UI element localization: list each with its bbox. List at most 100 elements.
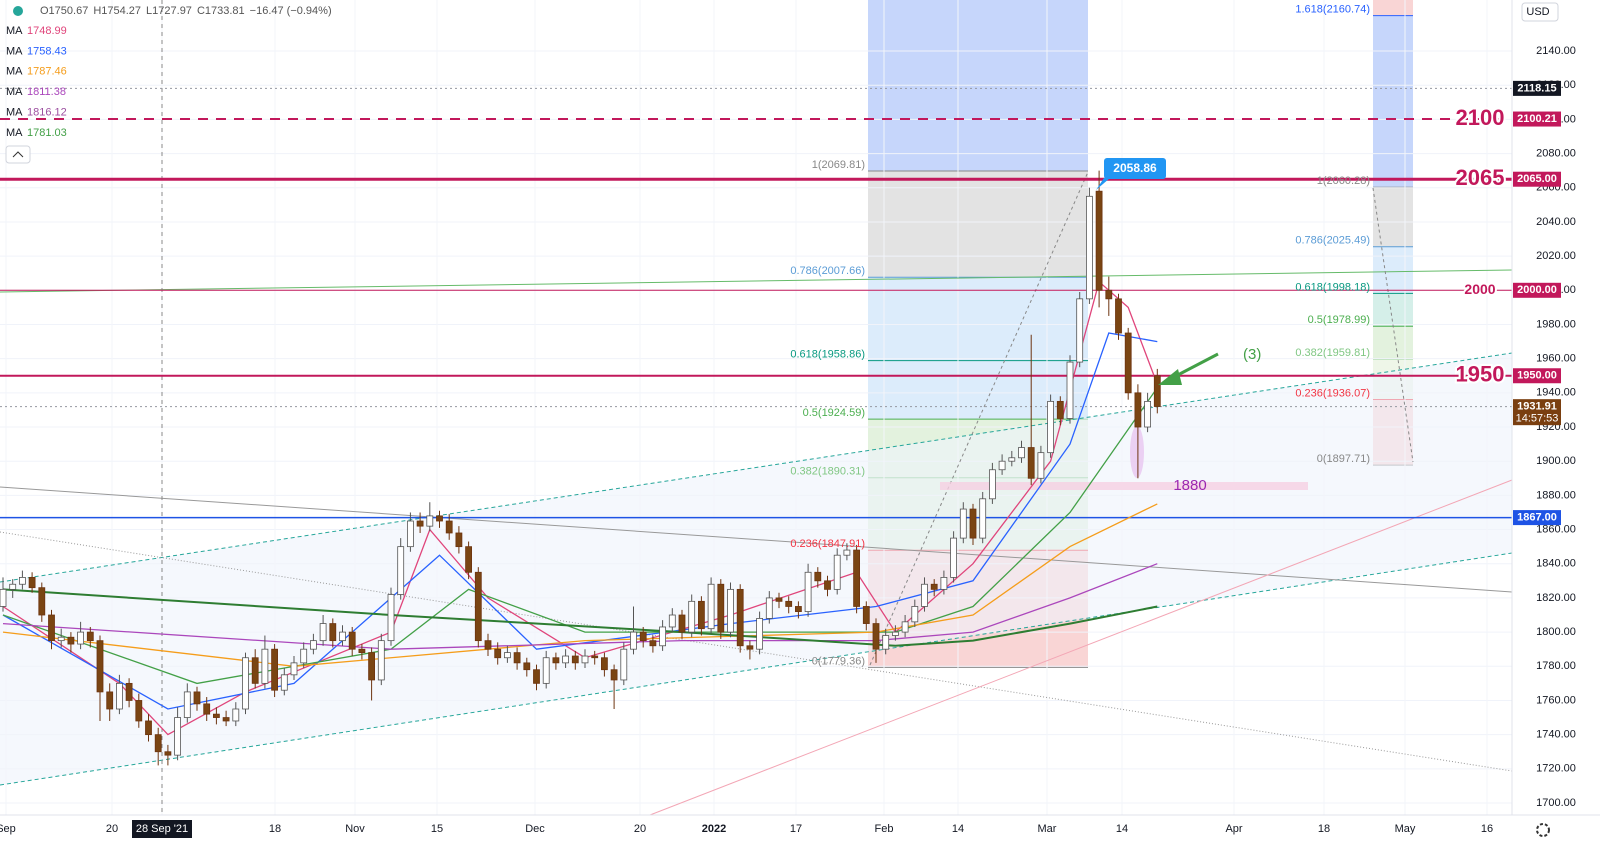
arrow	[1171, 352, 1219, 380]
time-label: May	[1395, 823, 1416, 835]
price-tick-label: 1860.00	[1536, 523, 1576, 535]
fib-labels: 1(2069.81) 0.786(2007.66) 0.618(1958.86) 0.…	[790, 4, 1370, 668]
collapse-icon	[12, 151, 24, 158]
callout-text: 2058.86	[1113, 161, 1157, 175]
fib-label: 1(2069.81)	[812, 159, 865, 171]
candle-body	[503, 652, 511, 659]
time-label: Dec	[525, 823, 545, 835]
ma-value: 1781.03	[27, 127, 67, 139]
ma-value: 1811.38	[27, 86, 66, 98]
candle-body	[86, 631, 94, 642]
candle-body	[998, 460, 1006, 471]
fib-label: 0.5(1924.59)	[803, 407, 865, 419]
fib-label: 0.618(1998.18)	[1295, 281, 1370, 293]
callout-pointer	[1096, 178, 1110, 190]
price-tag-bg	[1513, 510, 1561, 526]
fib-zone	[868, 360, 1088, 420]
candle-body	[930, 583, 938, 590]
candle-body	[309, 640, 317, 650]
candle-body	[1027, 447, 1035, 479]
candle-body	[1056, 400, 1064, 419]
candle-body	[38, 587, 46, 616]
big-labels: 2100 2065 2000 1950	[1454, 103, 1507, 389]
time-label: 28 Sep '21	[136, 823, 188, 835]
candle-body	[581, 655, 589, 664]
candles	[0, 170, 1161, 766]
price-tick-label: 1700.00	[1536, 797, 1576, 809]
ma-name: MA	[6, 107, 23, 119]
collapse-button[interactable]	[5, 145, 31, 164]
time-label: 16	[1481, 823, 1493, 835]
price-tick-label: 2020.00	[1536, 250, 1576, 262]
candle-body	[882, 635, 890, 650]
candle-body	[814, 571, 822, 582]
fib-label: 1.618(2160.74)	[1295, 4, 1370, 16]
candle-body	[1047, 400, 1054, 454]
price-tick-label: 1760.00	[1536, 694, 1576, 706]
fib-label: 0.5(1978.99)	[1308, 314, 1370, 326]
candle-body	[979, 498, 987, 539]
candle-body	[1144, 400, 1151, 428]
fib-zone	[868, 170, 1088, 278]
ohlc-value: −16.47 (−0.94%)	[250, 5, 332, 17]
fib-zone	[1373, 326, 1413, 359]
zone-band	[940, 482, 1308, 490]
price-tick-label: 1900.00	[1536, 455, 1576, 467]
candle-body	[727, 588, 734, 633]
trendline	[0, 486, 1513, 593]
ma-name: MA	[6, 86, 23, 98]
fib-zone	[868, 277, 1088, 361]
currency-button[interactable]	[1521, 2, 1559, 22]
ohlc-value: C1733.81	[197, 5, 245, 17]
price-tag: 2000.00	[1517, 284, 1557, 296]
fib-diagonal	[1372, 187, 1414, 463]
candle-body	[1037, 452, 1045, 479]
candle-body	[804, 571, 812, 612]
candle-body	[1095, 190, 1103, 291]
axis-labels: 1700.00 1720.00 1740.00 1760.00 1780.00 1800.…	[1513, 45, 1576, 809]
candle-body	[416, 520, 424, 527]
price-tick-label: 1800.00	[1536, 626, 1576, 638]
trendline	[0, 352, 1513, 583]
candle-body	[251, 657, 259, 684]
arrow-head	[1158, 369, 1182, 385]
candle-body	[164, 751, 172, 756]
candle-body	[319, 623, 327, 642]
fib-top-zone	[1373, 0, 1413, 16]
fib-label: 0.236(1936.07)	[1295, 387, 1370, 399]
candle-body	[135, 700, 143, 722]
candle-body	[717, 583, 725, 633]
legend: O1750.67 H1754.27 L1727.97 C1733.81 −16.47 (…	[6, 5, 332, 139]
candle-body	[106, 691, 114, 710]
price-tick-label: 1940.00	[1536, 387, 1576, 399]
candle-body	[833, 554, 841, 590]
candle-body	[18, 577, 26, 585]
settings-button[interactable]	[1536, 823, 1550, 837]
countdown: 14:57:53	[1516, 413, 1559, 425]
currency: USD	[1526, 6, 1549, 18]
candle-body	[174, 717, 182, 756]
candle-body	[465, 546, 473, 573]
levels	[0, 87, 1512, 519]
crosshair-date-box	[132, 820, 192, 838]
time-label: Sep	[0, 823, 16, 835]
candle-body	[57, 636, 65, 642]
candle-body	[1115, 298, 1122, 334]
candle-body	[261, 648, 269, 684]
candle-body	[765, 597, 773, 619]
time-label: 15	[431, 823, 443, 835]
candle-body	[1105, 289, 1113, 300]
ma-value: 1816.12	[27, 107, 67, 119]
candle-body	[1066, 361, 1074, 419]
price-tag: 1950.00	[1517, 370, 1557, 382]
candle-body	[756, 618, 763, 650]
ohlc-value: L1727.97	[146, 5, 192, 17]
candle-body	[639, 631, 647, 642]
fib-zone	[1373, 246, 1413, 294]
candle-body	[28, 577, 36, 589]
candle-body	[1018, 447, 1025, 459]
level-label: 2065	[1456, 165, 1505, 190]
candle-body	[212, 713, 220, 718]
time-label: Apr	[1225, 823, 1242, 835]
